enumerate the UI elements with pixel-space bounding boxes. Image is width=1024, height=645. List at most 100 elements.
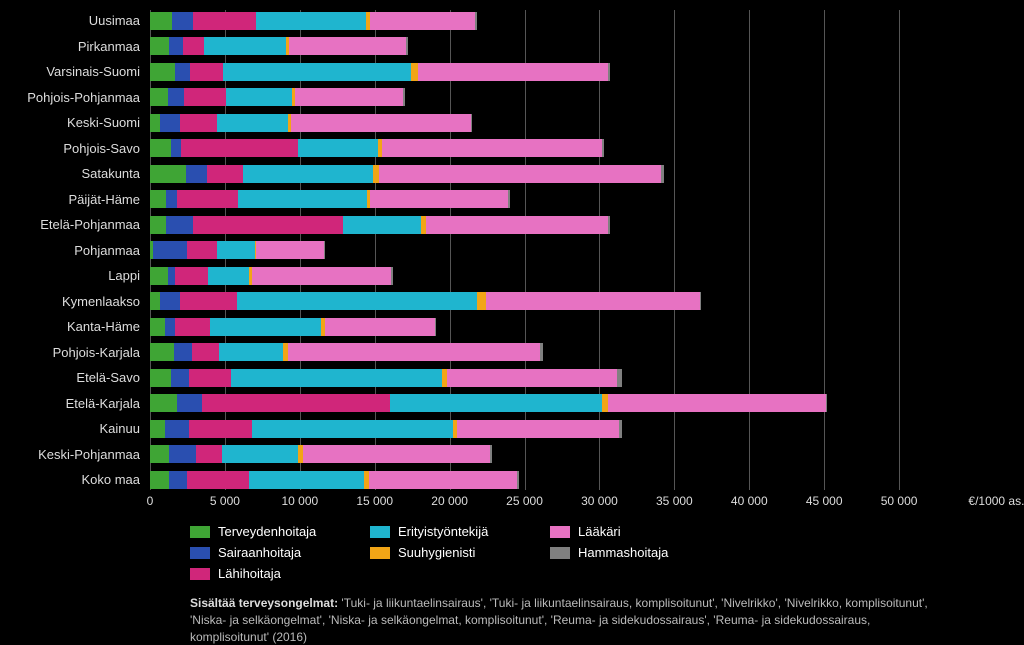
bar-segment-laakari [325,318,434,336]
bar-segment-laakari [418,63,608,81]
bar-segment-hammashoitaja [661,165,664,183]
bar-segment-laakari [370,12,475,30]
legend-swatch [550,526,570,538]
bar-segment-erityistyontekija [243,165,373,183]
legend-item-suuhygienisti: Suuhygienisti [370,545,550,560]
legend-label: Erityistyöntekijä [398,524,488,539]
region-label: Varsinais-Suomi [10,61,140,82]
bar-row: Koko maa [150,469,974,490]
bar-segment-sairaanhoitaja [160,292,179,310]
legend-label: Hammashoitaja [578,545,668,560]
bar-segment-lahihoitaja [177,190,238,208]
x-tick-label: 40 000 [731,494,768,508]
bar-segment-lahihoitaja [202,394,389,412]
bar-track [150,445,974,463]
bar-segment-erityistyontekija [390,394,603,412]
legend-item-erityistyontekija: Erityistyöntekijä [370,524,550,539]
bar-track [150,216,974,234]
bar-segment-laakari [426,216,609,234]
bar-segment-sairaanhoitaja [175,63,190,81]
bar-track [150,292,974,310]
bar-segment-terveydenhoitaja [150,216,166,234]
bar-row: Varsinais-Suomi [150,61,974,82]
bar-track [150,190,974,208]
region-label: Etelä-Pohjanmaa [10,214,140,235]
bar-segment-erityistyontekija [223,63,410,81]
bar-track [150,420,974,438]
bar-row: Uusimaa [150,10,974,31]
bar-segment-laakari [303,445,490,463]
bar-track [150,63,974,81]
bar-segment-lahihoitaja [181,139,298,157]
bar-track [150,37,974,55]
footnote: Sisältää terveysongelmat: 'Tuki- ja liik… [190,595,930,645]
bar-segment-sairaanhoitaja [172,12,193,30]
bar-segment-erityistyontekija [226,88,292,106]
x-axis-unit: €/1000 as. [968,494,1024,508]
bar-segment-sairaanhoitaja [168,267,175,285]
bar-segment-terveydenhoitaja [150,369,171,387]
bar-segment-lahihoitaja [175,318,209,336]
bar-segment-sairaanhoitaja [186,165,207,183]
x-tick-label: 20 000 [431,494,468,508]
bar-row: Pohjanmaa [150,240,974,261]
bar-row: Päijät-Häme [150,189,974,210]
bar-row: Etelä-Pohjanmaa [150,214,974,235]
bar-segment-terveydenhoitaja [150,318,165,336]
legend-label: Lähihoitaja [218,566,281,581]
bar-track [150,114,974,132]
x-tick-label: 30 000 [581,494,618,508]
bar-segment-hammashoitaja [435,318,436,336]
bar-segment-laakari [256,241,323,259]
bar-segment-terveydenhoitaja [150,114,160,132]
legend-item-laakari: Lääkäri [550,524,730,539]
region-label: Kanta-Häme [10,316,140,337]
bar-segment-sairaanhoitaja [174,343,192,361]
region-label: Satakunta [10,163,140,184]
region-label: Pohjois-Karjala [10,342,140,363]
bar-segment-terveydenhoitaja [150,445,169,463]
bar-track [150,12,974,30]
bar-segment-lahihoitaja [183,37,204,55]
bar-segment-lahihoitaja [196,445,221,463]
legend-swatch [370,526,390,538]
bar-row: Lappi [150,265,974,286]
bar-segment-terveydenhoitaja [150,343,174,361]
bar-segment-lahihoitaja [175,267,208,285]
bar-segment-laakari [288,343,540,361]
bar-track [150,394,974,412]
region-label: Pohjois-Savo [10,138,140,159]
bar-segment-laakari [382,139,602,157]
bar-segment-lahihoitaja [187,241,217,259]
legend-swatch [190,568,210,580]
legend-swatch [190,526,210,538]
bar-segment-hammashoitaja [540,343,543,361]
legend-swatch [550,547,570,559]
x-tick-label: 0 [147,494,154,508]
bar-track [150,139,974,157]
bar-track [150,88,974,106]
bar-segment-laakari [289,37,406,55]
bar-track [150,318,974,336]
bar-segment-lahihoitaja [193,216,343,234]
legend-item-sairaanhoitaja: Sairaanhoitaja [190,545,370,560]
x-tick-label: 25 000 [506,494,543,508]
bar-segment-erityistyontekija [252,420,453,438]
bar-segment-terveydenhoitaja [150,63,175,81]
bar-segment-terveydenhoitaja [150,88,168,106]
bar-segment-erityistyontekija [298,139,377,157]
bar-segment-sairaanhoitaja [160,114,179,132]
legend-swatch [370,547,390,559]
bar-segment-terveydenhoitaja [150,292,160,310]
bar-segment-sairaanhoitaja [168,88,184,106]
bar-row: Keski-Pohjanmaa [150,444,974,465]
region-label: Etelä-Savo [10,367,140,388]
x-tick-label: 5 000 [210,494,240,508]
bar-segment-terveydenhoitaja [150,139,171,157]
bar-row: Pohjois-Karjala [150,342,974,363]
bar-row: Etelä-Savo [150,367,974,388]
x-tick-label: 35 000 [656,494,693,508]
bar-segment-terveydenhoitaja [150,37,169,55]
region-label: Pohjanmaa [10,240,140,261]
legend: TerveydenhoitajaErityistyöntekijäLääkäri… [190,524,1004,581]
